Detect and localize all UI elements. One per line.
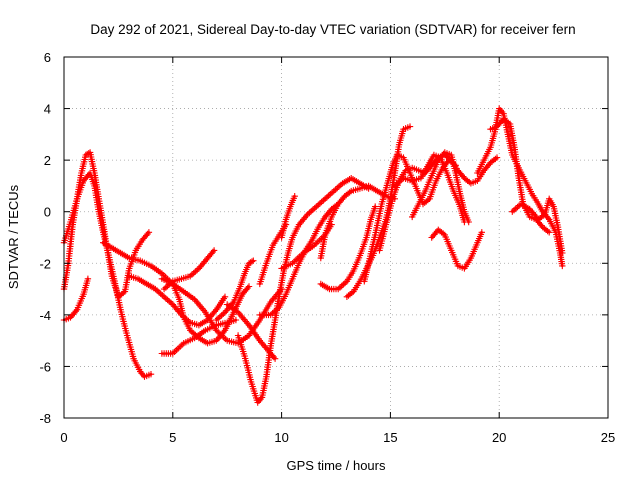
series-track-22 [409,149,472,226]
x-tick-label: 25 [601,430,615,445]
series-track-11 [224,301,279,362]
series-track-23 [428,226,485,272]
series-markers [213,257,257,324]
series-markers [158,275,285,347]
series-track-7 [158,316,240,357]
x-tick-label: 0 [60,430,67,445]
series-track-19 [361,151,459,285]
series-track-8 [160,247,218,293]
series-track-14 [278,193,298,241]
series-track-10 [213,257,257,324]
series-markers [100,239,253,347]
series-markers [160,247,218,293]
y-tick-label: -8 [39,411,51,426]
series-line [236,176,370,404]
axis-ticks: 0 5 10 15 20 25 -8 -6 -4 -2 0 2 4 6 [39,50,615,445]
plot-frame [63,56,609,419]
x-axis-label: GPS time / hours [287,458,386,473]
y-tick-label: 0 [44,205,51,220]
series-track-26 [509,195,566,257]
series-track-9 [234,175,372,406]
x-tick-label: 20 [492,430,506,445]
grid [64,57,608,418]
series-markers [60,169,155,380]
x-tick-label: 10 [274,430,288,445]
series-track-17 [317,203,379,293]
series-markers [409,149,472,226]
series-markers [391,151,468,226]
x-tick-label: 15 [383,430,397,445]
series-track-4 [100,239,253,347]
series-markers [234,175,372,406]
series-markers [317,203,379,293]
series-markers [361,151,459,285]
series-markers [158,316,240,357]
x-tick-label: 5 [169,430,176,445]
series-markers [509,195,566,257]
series-track-3 [60,169,155,380]
y-tick-label: 4 [44,102,51,117]
series-markers [428,226,485,272]
series-track-21 [391,151,468,226]
y-tick-label: -6 [39,359,51,374]
y-axis-label: SDTVAR / TECUs [6,184,21,289]
y-tick-label: 6 [44,50,51,65]
y-tick-label: -4 [39,308,51,323]
series-markers [224,301,279,362]
data-series [60,105,566,406]
series-markers [278,193,298,241]
y-tick-label: -2 [39,256,51,271]
chart-title: Day 292 of 2021, Sidereal Day-to-day VTE… [90,22,575,37]
y-tick-label: 2 [44,153,51,168]
